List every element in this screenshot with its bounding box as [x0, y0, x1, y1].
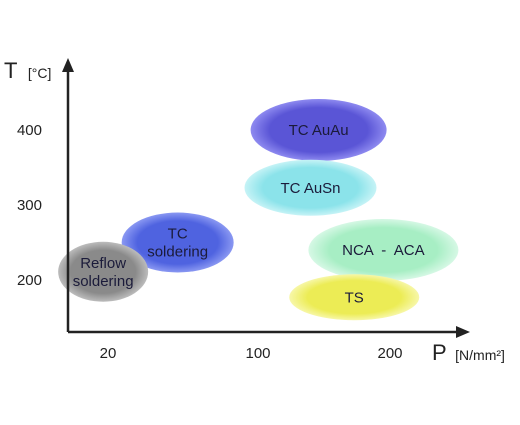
y-axis-unit: [°C] — [28, 65, 52, 81]
x-axis-unit: [N/mm²] — [455, 347, 505, 363]
region-label-reflow-soldering-line-2: soldering — [73, 273, 134, 290]
region-label-tc-soldering-line-1: TC — [168, 226, 188, 243]
region-nca-aca: NCA - ACA — [308, 219, 459, 281]
region-ellipse-nca-aca — [308, 219, 459, 281]
region-label-tc-ausn: TC AuSn — [280, 180, 340, 197]
y-tick-label-200: 200 — [17, 272, 42, 289]
tick-labels: 20 100 200 200 300 400 — [17, 122, 403, 362]
region-tc-auau: TC AuAu — [250, 99, 387, 161]
region-ellipse-tc-ausn — [244, 159, 377, 216]
region-ellipse-reflow-soldering — [58, 241, 149, 302]
region-ellipse-tc-soldering — [121, 212, 234, 273]
x-tick-label-20: 20 — [100, 345, 117, 362]
x-axis-symbol: P — [432, 340, 447, 365]
axes — [62, 58, 470, 338]
region-ts: TS — [289, 274, 420, 321]
region-label-reflow-soldering-line-1: Reflow — [80, 255, 126, 272]
region-ellipse-ts — [289, 274, 420, 321]
region-label-nca-aca: NCA - ACA — [342, 242, 425, 259]
region-label-tc-soldering-line-2: soldering — [147, 244, 208, 261]
y-axis-title: T [°C] — [4, 58, 51, 83]
region-label-ts: TS — [345, 289, 364, 306]
y-tick-label-400: 400 — [17, 122, 42, 139]
y-tick-label-300: 300 — [17, 197, 42, 214]
region-label-tc-auau: TC AuAu — [289, 122, 349, 139]
y-axis-symbol: T — [4, 58, 17, 83]
y-axis-arrow — [62, 58, 74, 72]
region-tc-ausn: TC AuSn — [244, 159, 377, 216]
x-tick-label-100: 100 — [245, 345, 270, 362]
region-ellipse-tc-auau — [250, 99, 387, 161]
x-axis-arrow — [456, 326, 470, 338]
x-axis-title: P [N/mm²] — [432, 340, 505, 365]
x-tick-label-200: 200 — [377, 345, 402, 362]
